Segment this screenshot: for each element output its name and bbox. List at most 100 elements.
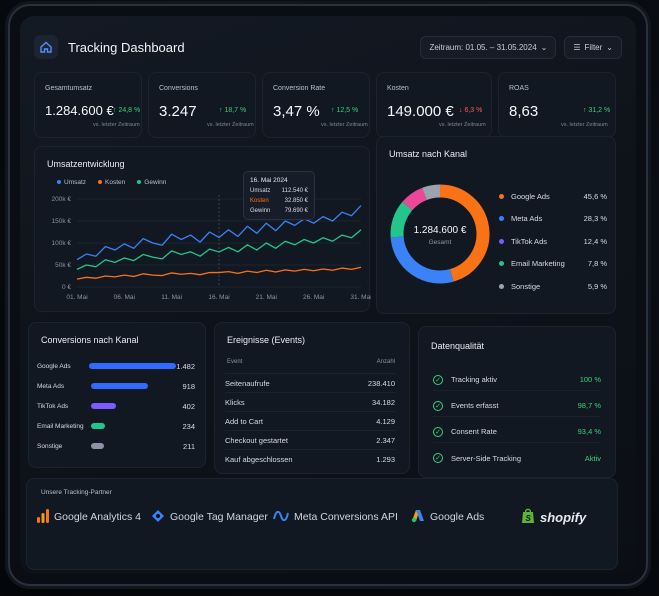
conversion-bar-row[interactable]: Email Marketing 234 <box>37 419 195 433</box>
bar-label: Sonstige <box>37 442 63 450</box>
donut-slice[interactable] <box>390 236 454 284</box>
quality-value: 98,7 % <box>577 401 601 410</box>
kpi-card-costs[interactable]: Kosten 149.000 € ↓ 6,3 % vs. letzter Zei… <box>376 72 492 138</box>
partner-google-analytics[interactable]: Google Analytics 4 <box>37 505 141 529</box>
quality-value: 100 % <box>579 375 601 384</box>
tooltip-label: Umsatz <box>250 188 271 194</box>
donut-slice[interactable] <box>422 184 441 201</box>
x-tick-label: 16. Mai <box>208 294 229 301</box>
x-tick-label: 26. Mai <box>303 294 324 301</box>
kpi-delta: ↓ 6,3 % <box>459 107 483 114</box>
legend-item[interactable]: Kosten <box>98 179 125 186</box>
channel-name: Email Marketing <box>511 259 565 269</box>
quality-name: Events erfasst <box>451 401 499 410</box>
chart-tooltip: 16. Mai 2024 Umsatz 112.540 € Kosten 32.85… <box>243 171 315 220</box>
quality-name: Consent Rate <box>451 427 497 436</box>
filter-button[interactable]: ☰ Filter ⌄ <box>564 35 622 59</box>
events-card: Ereignisse (Events) Event Anzahl Seitenau… <box>214 322 410 474</box>
kpi-delta: ↑ 18,7 % <box>219 107 247 114</box>
kpi-delta: ↑ 24,8 % <box>113 107 141 114</box>
data-quality-title: Datenqualität <box>431 341 485 351</box>
check-circle-icon: ✓ <box>433 426 443 437</box>
bar-value: 402 <box>182 401 195 411</box>
analytics-icon <box>37 508 49 526</box>
filter-icon: ☰ <box>573 42 581 52</box>
channel-name: Sonstige <box>511 281 541 291</box>
quality-row: ✓ Tracking aktiv 100 % <box>433 369 601 391</box>
conversion-bar-row[interactable]: Sonstige 211 <box>37 439 195 453</box>
kpi-card-roas[interactable]: ROAS 8,63 ↑ 31,2 % vs. letzter Zeitraum <box>498 72 616 138</box>
conversion-bar-row[interactable]: Google Ads 1.482 <box>37 359 195 373</box>
page-title: Tracking Dashboard <box>68 39 185 55</box>
kpi-label: Kosten <box>387 85 409 92</box>
donut-legend-item[interactable]: Email Marketing 7,8 % <box>499 253 607 276</box>
bar-label: Email Marketing <box>37 422 84 430</box>
kpi-value: 3,47 % <box>273 103 320 120</box>
partner-name: shopify <box>540 509 587 525</box>
chevron-down-icon: ⌄ <box>540 42 548 52</box>
conversion-bar <box>88 363 177 369</box>
check-circle-icon: ✓ <box>433 374 443 385</box>
kpi-value: 8,63 <box>509 103 539 120</box>
kpi-sub: vs. letzter Zeitraum <box>439 122 486 128</box>
series-line-gewinn[interactable] <box>76 229 362 270</box>
table-row[interactable]: Kauf abgeschlossen 1.293 <box>225 449 395 468</box>
partner-meta-conversions[interactable]: Meta Conversions API <box>273 505 398 529</box>
donut-legend: Google Ads 45,6 % Meta Ads 28,3 % TikTok A… <box>499 185 607 298</box>
legend-item[interactable]: Gewinn <box>137 179 166 186</box>
conversion-bar <box>90 383 148 389</box>
legend-item[interactable]: Umsatz <box>57 179 86 186</box>
tag-manager-icon <box>151 509 165 526</box>
table-row[interactable]: Checkout gestartet 2.347 <box>225 430 395 449</box>
kpi-card-revenue[interactable]: Gesamtumsatz 1.284.600 € ↑ 24,8 % vs. le… <box>34 72 142 138</box>
shopify-bag-icon: S <box>521 508 535 527</box>
date-range-label: Zeitraum: 01.05. – 31.05.2024 <box>429 42 537 52</box>
quality-name: Server-Side Tracking <box>451 453 522 463</box>
conversion-bar <box>91 443 105 449</box>
tooltip-label: Kosten <box>250 198 269 204</box>
donut-slice[interactable] <box>439 184 490 282</box>
revenue-line-chart: 200k € 150k € 100k € 50k € 0 € 01. Mai 06. Mai… <box>51 195 371 301</box>
tooltip-label: Gewinn <box>250 208 271 214</box>
partner-google-tag-manager[interactable]: Google Tag Manager <box>151 505 268 529</box>
tooltip-row: Umsatz 112.540 € <box>250 188 308 194</box>
bar-label: TikTok Ads <box>37 402 69 410</box>
quality-value: Aktiv <box>584 453 601 463</box>
y-tick-label: 150k € <box>51 218 71 225</box>
donut-legend-item[interactable]: TikTok Ads 12,4 % <box>499 230 607 253</box>
conversion-bar <box>90 403 116 409</box>
kpi-value: 3.247 <box>159 103 197 120</box>
bar-label: Google Ads <box>37 362 71 370</box>
conversion-bar-row[interactable]: Meta Ads 918 <box>37 379 195 393</box>
donut-legend-item[interactable]: Meta Ads 28,3 % <box>499 208 607 231</box>
series-line-kosten[interactable] <box>76 266 362 280</box>
x-tick-label: 31. Mai <box>350 294 371 301</box>
date-range-selector[interactable]: Zeitraum: 01.05. – 31.05.2024 ⌄ <box>420 35 557 59</box>
donut-center-label: Gesamt <box>428 239 452 246</box>
donut-legend-item[interactable]: Google Ads 45,6 % <box>499 185 607 208</box>
kpi-card-conversion-rate[interactable]: Conversion Rate 3,47 % ↑ 12,5 % vs. letz… <box>262 72 370 138</box>
channel-name: Google Ads <box>511 191 550 201</box>
channel-pct: 7,8 % <box>587 259 607 269</box>
check-circle-icon: ✓ <box>433 400 443 411</box>
table-row[interactable]: Klicks 34.182 <box>225 392 395 411</box>
donut-center-value: 1.284.600 € <box>413 225 467 236</box>
partner-shopify[interactable]: S shopify <box>521 505 586 529</box>
donut-slice[interactable] <box>402 187 428 211</box>
data-quality-card: Datenqualität ✓ Tracking aktiv 100 % ✓ Even… <box>418 326 616 478</box>
partner-google-ads[interactable]: Google Ads <box>411 505 484 529</box>
channel-pct: 28,3 % <box>583 214 607 224</box>
table-row[interactable]: Add to Cart 4.129 <box>225 411 395 430</box>
series-line-umsatz[interactable] <box>76 205 362 261</box>
revenue-chart-title: Umsatzentwicklung <box>47 159 125 169</box>
kpi-value: 1.284.600 € <box>45 103 114 118</box>
table-row[interactable]: Seitenaufrufe 238.410 <box>225 373 395 392</box>
kpi-sub: vs. letzter Zeitraum <box>561 122 608 128</box>
kpi-card-conversions[interactable]: Conversions 3.247 ↑ 18,7 % vs. letzter Z… <box>148 72 256 138</box>
conversions-channel-title: Conversions nach Kanal <box>41 335 139 345</box>
meta-icon <box>273 510 289 524</box>
conversion-bar-row[interactable]: TikTok Ads 402 <box>37 399 195 413</box>
channel-pct: 45,6 % <box>583 191 607 201</box>
donut-slice[interactable] <box>390 201 413 238</box>
donut-legend-item[interactable]: Sonstige 5,9 % <box>499 275 607 298</box>
